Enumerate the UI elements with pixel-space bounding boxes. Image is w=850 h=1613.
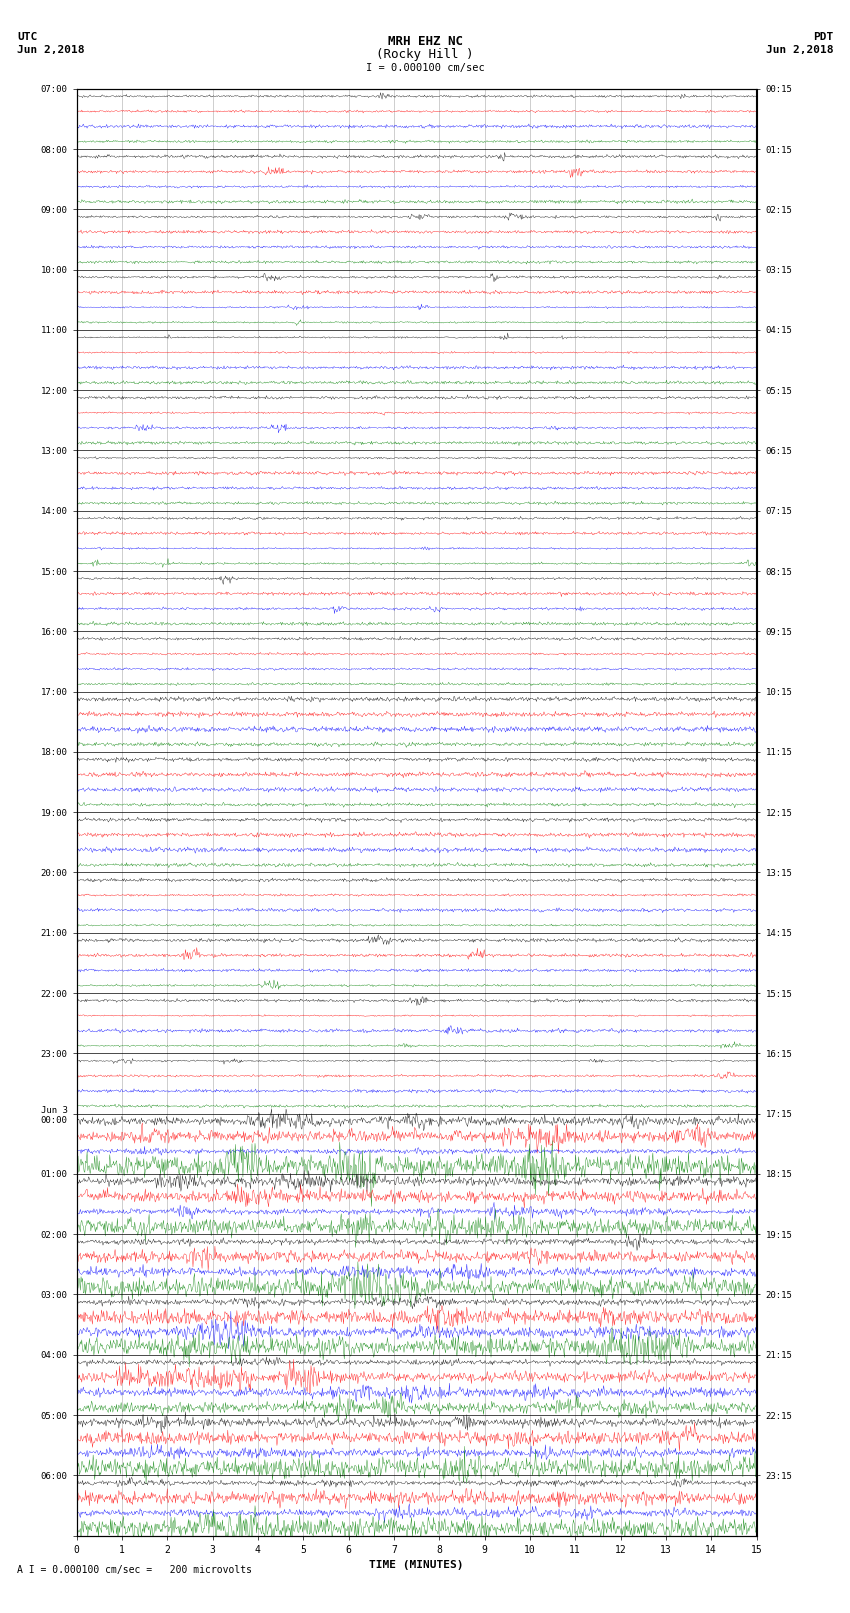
- Text: Jun 2,2018: Jun 2,2018: [17, 45, 84, 55]
- Text: PDT: PDT: [813, 32, 833, 42]
- X-axis label: TIME (MINUTES): TIME (MINUTES): [369, 1560, 464, 1569]
- Text: (Rocky Hill ): (Rocky Hill ): [377, 48, 473, 61]
- Text: A I = 0.000100 cm/sec =   200 microvolts: A I = 0.000100 cm/sec = 200 microvolts: [17, 1565, 252, 1574]
- Text: MRH EHZ NC: MRH EHZ NC: [388, 35, 462, 48]
- Text: I = 0.000100 cm/sec: I = 0.000100 cm/sec: [366, 63, 484, 73]
- Text: UTC: UTC: [17, 32, 37, 42]
- Text: Jun 2,2018: Jun 2,2018: [766, 45, 833, 55]
